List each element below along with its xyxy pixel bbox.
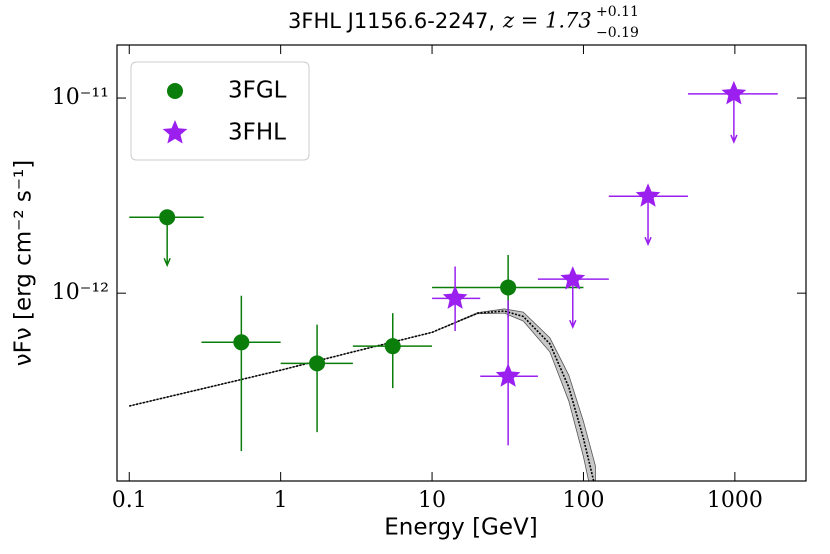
chart-title: 3FHL J1156.6-2247,: [288, 9, 495, 33]
legend-label: 3FHL: [228, 120, 286, 146]
upper-limit-arrow: [644, 196, 652, 247]
star-marker: [162, 120, 188, 144]
model-band: [129, 308, 596, 481]
circle-marker: [309, 355, 326, 372]
star-marker: [635, 183, 661, 207]
y-axis-label: νFν [erg cm⁻² s⁻¹]: [11, 160, 37, 366]
model-line: [129, 310, 595, 481]
x-tick-label: 100: [562, 488, 604, 513]
star-marker: [721, 80, 747, 105]
x-tick-label: 0.1: [112, 488, 147, 513]
circle-marker: [167, 83, 183, 99]
circle-marker: [384, 338, 401, 355]
star-marker: [442, 285, 468, 309]
x-tick-label: 1: [274, 488, 288, 513]
circle-marker: [159, 209, 176, 226]
legend-label: 3FGL: [228, 78, 287, 104]
y-tick-label: 10⁻¹²: [52, 280, 109, 305]
redshift-minus: −0.19: [596, 25, 639, 41]
x-tick-label: 10: [418, 488, 446, 513]
plot-area: [129, 80, 778, 481]
x-tick-label: 1000: [707, 488, 763, 513]
redshift-plus: +0.11: [596, 4, 639, 20]
y-tick-label: 10⁻¹¹: [52, 85, 109, 110]
redshift: z = 1.73: [502, 9, 592, 33]
plot-frame: [116, 44, 807, 482]
x-axis-label: Energy [GeV]: [384, 515, 538, 541]
upper-limit-arrow: [569, 279, 577, 330]
star-marker: [495, 363, 521, 387]
circle-marker: [233, 334, 250, 351]
legend: 3FGL 3FHL: [130, 61, 310, 161]
circle-marker: [500, 279, 517, 296]
star-marker: [560, 266, 586, 290]
upper-limit-arrow: [730, 93, 738, 144]
